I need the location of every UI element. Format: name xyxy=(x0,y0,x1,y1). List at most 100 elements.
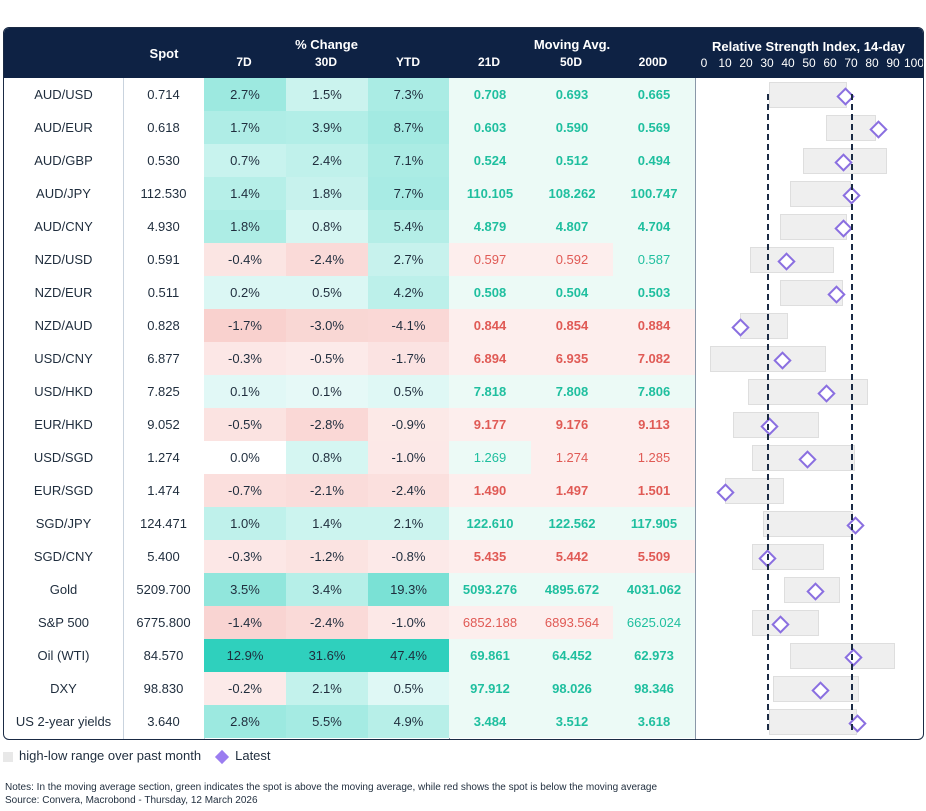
moving-avg-cell: 7.808 xyxy=(531,375,613,408)
spot-cell: 7.825 xyxy=(147,384,180,399)
rsi-range-bar xyxy=(769,709,858,735)
table-row: USD/HKD 7.825 0.1% 0.1% 0.5% 7.818 7.808 7.806 xyxy=(4,375,923,408)
table-row: USD/SGD 1.274 0.0% 0.8% -1.0% 1.269 1.274 1.285 xyxy=(4,441,923,474)
notes-line: Notes: In the moving average section, gr… xyxy=(5,782,658,793)
pct-change-cell: -3.0% xyxy=(286,309,368,342)
table-row: Gold 5209.700 3.5% 3.4% 19.3% 5093.276 4895.67… xyxy=(4,573,923,606)
pct-change-cell: 1.7% xyxy=(204,111,286,144)
rsi-tick-label: 0 xyxy=(700,56,708,70)
pct-change-cell: 0.8% xyxy=(286,210,368,243)
moving-avg-cell: 6852.188 xyxy=(449,606,531,639)
instrument-name: AUD/EUR xyxy=(34,120,93,135)
legend-latest-label: Latest xyxy=(235,748,271,763)
moving-avg-cell: 7.818 xyxy=(449,375,531,408)
spot-cell: 6.877 xyxy=(147,351,180,366)
moving-avg-cell: 0.508 xyxy=(449,276,531,309)
moving-avg-cell: 64.452 xyxy=(531,639,613,672)
header-rsi-title: Relative Strength Index, 14-day xyxy=(712,39,905,54)
pct-change-cell: 0.5% xyxy=(286,276,368,309)
pct-change-cell: -4.1% xyxy=(368,309,449,342)
rsi-range-bar xyxy=(790,643,896,669)
rsi-tick-label: 20 xyxy=(739,56,753,70)
moving-avg-cell: 1.285 xyxy=(613,441,695,474)
header-ytd: YTD xyxy=(396,55,420,69)
table-row: AUD/USD 0.714 2.7% 1.5% 7.3% 0.708 0.693 0.665 xyxy=(4,78,923,111)
table-row: S&P 500 6775.800 -1.4% -2.4% -1.0% 6852.188 68… xyxy=(4,606,923,639)
pct-change-cell: 0.8% xyxy=(286,441,368,474)
pct-change-cell: 12.9% xyxy=(204,639,286,672)
pct-change-cell: -1.0% xyxy=(368,606,449,639)
moving-avg-cell: 4895.672 xyxy=(531,573,613,606)
spot-cell: 3.640 xyxy=(147,714,180,729)
pct-change-cell: 47.4% xyxy=(368,639,449,672)
moving-avg-cell: 4.879 xyxy=(449,210,531,243)
table-row: EUR/HKD 9.052 -0.5% -2.8% -0.9% 9.177 9.176 9.1… xyxy=(4,408,923,441)
moving-avg-cell: 0.524 xyxy=(449,144,531,177)
moving-avg-cell: 0.512 xyxy=(531,144,613,177)
instrument-name: NZD/AUD xyxy=(34,318,93,333)
moving-avg-cell: 6893.564 xyxy=(531,606,613,639)
pct-change-cell: 0.1% xyxy=(204,375,286,408)
source-line: Source: Convera, Macrobond - Thursday, 1… xyxy=(5,795,258,806)
moving-avg-cell: 3.512 xyxy=(531,705,613,738)
instrument-name: Oil (WTI) xyxy=(37,648,90,663)
moving-avg-cell: 98.346 xyxy=(613,672,695,705)
moving-avg-cell: 0.603 xyxy=(449,111,531,144)
moving-avg-cell: 6.935 xyxy=(531,342,613,375)
moving-avg-cell: 3.484 xyxy=(449,705,531,738)
moving-avg-cell: 5.442 xyxy=(531,540,613,573)
table-row: AUD/CNY 4.930 1.8% 0.8% 5.4% 4.879 4.807 4.704 xyxy=(4,210,923,243)
moving-avg-cell: 7.806 xyxy=(613,375,695,408)
footnotes: Notes: In the moving average section, gr… xyxy=(5,781,657,807)
table-row: AUD/GBP 0.530 0.7% 2.4% 7.1% 0.524 0.512 0.494 xyxy=(4,144,923,177)
instrument-name: EUR/HKD xyxy=(34,417,93,432)
spot-cell: 0.591 xyxy=(147,252,180,267)
col-divider xyxy=(695,78,696,739)
col-divider xyxy=(123,78,124,739)
table-body: AUD/USD 0.714 2.7% 1.5% 7.3% 0.708 0.693 0.665 A… xyxy=(4,78,923,739)
moving-avg-cell: 0.708 xyxy=(449,78,531,111)
header-pct-change: % Change xyxy=(295,37,358,52)
pct-change-cell: 3.5% xyxy=(204,573,286,606)
moving-avg-cell: 69.861 xyxy=(449,639,531,672)
moving-avg-cell: 110.105 xyxy=(449,177,531,210)
diamond-icon xyxy=(215,749,230,764)
instrument-name: EUR/SGD xyxy=(33,483,94,498)
pct-change-cell: 5.4% xyxy=(368,210,449,243)
pct-change-cell: 0.5% xyxy=(368,672,449,705)
table-row: SGD/CNY 5.400 -0.3% -1.2% -0.8% 5.435 5.442 5.5… xyxy=(4,540,923,573)
moving-avg-cell: 108.262 xyxy=(531,177,613,210)
pct-change-cell: -0.5% xyxy=(286,342,368,375)
pct-change-cell: 1.0% xyxy=(204,507,286,540)
header-50d: 50D xyxy=(559,55,582,69)
moving-avg-cell: 0.844 xyxy=(449,309,531,342)
pct-change-cell: 0.0% xyxy=(204,441,286,474)
moving-avg-cell: 1.490 xyxy=(449,474,531,507)
moving-avg-cell: 5.435 xyxy=(449,540,531,573)
spot-cell: 98.830 xyxy=(143,681,184,696)
moving-avg-cell: 0.494 xyxy=(613,144,695,177)
moving-avg-cell: 0.504 xyxy=(531,276,613,309)
spot-cell: 84.570 xyxy=(143,648,184,663)
instrument-name: US 2-year yields xyxy=(15,714,112,729)
moving-avg-cell: 97.912 xyxy=(449,672,531,705)
pct-change-cell: 3.9% xyxy=(286,111,368,144)
pct-change-cell: 1.8% xyxy=(286,177,368,210)
spot-cell: 0.530 xyxy=(147,153,180,168)
moving-avg-cell: 117.905 xyxy=(613,507,695,540)
moving-avg-cell: 4.704 xyxy=(613,210,695,243)
pct-change-cell: 8.7% xyxy=(368,111,449,144)
pct-change-cell: 2.7% xyxy=(368,243,449,276)
moving-avg-cell: 1.269 xyxy=(449,441,531,474)
rsi-tick-label: 80 xyxy=(865,56,879,70)
pct-change-cell: -1.2% xyxy=(286,540,368,573)
rsi-tick-label: 70 xyxy=(844,56,858,70)
rsi-tick-label: 30 xyxy=(760,56,774,70)
header-moving-avg: Moving Avg. xyxy=(533,37,611,52)
table-row: SGD/JPY 124.471 1.0% 1.4% 2.1% 122.610 122.562… xyxy=(4,507,923,540)
pct-change-cell: 1.8% xyxy=(204,210,286,243)
table-row: USD/CNY 6.877 -0.3% -0.5% -1.7% 6.894 6.935 7.0… xyxy=(4,342,923,375)
spot-cell: 0.828 xyxy=(147,318,180,333)
table-row: Oil (WTI) 84.570 12.9% 31.6% 47.4% 69.861 64.4… xyxy=(4,639,923,672)
spot-cell: 0.618 xyxy=(147,120,180,135)
